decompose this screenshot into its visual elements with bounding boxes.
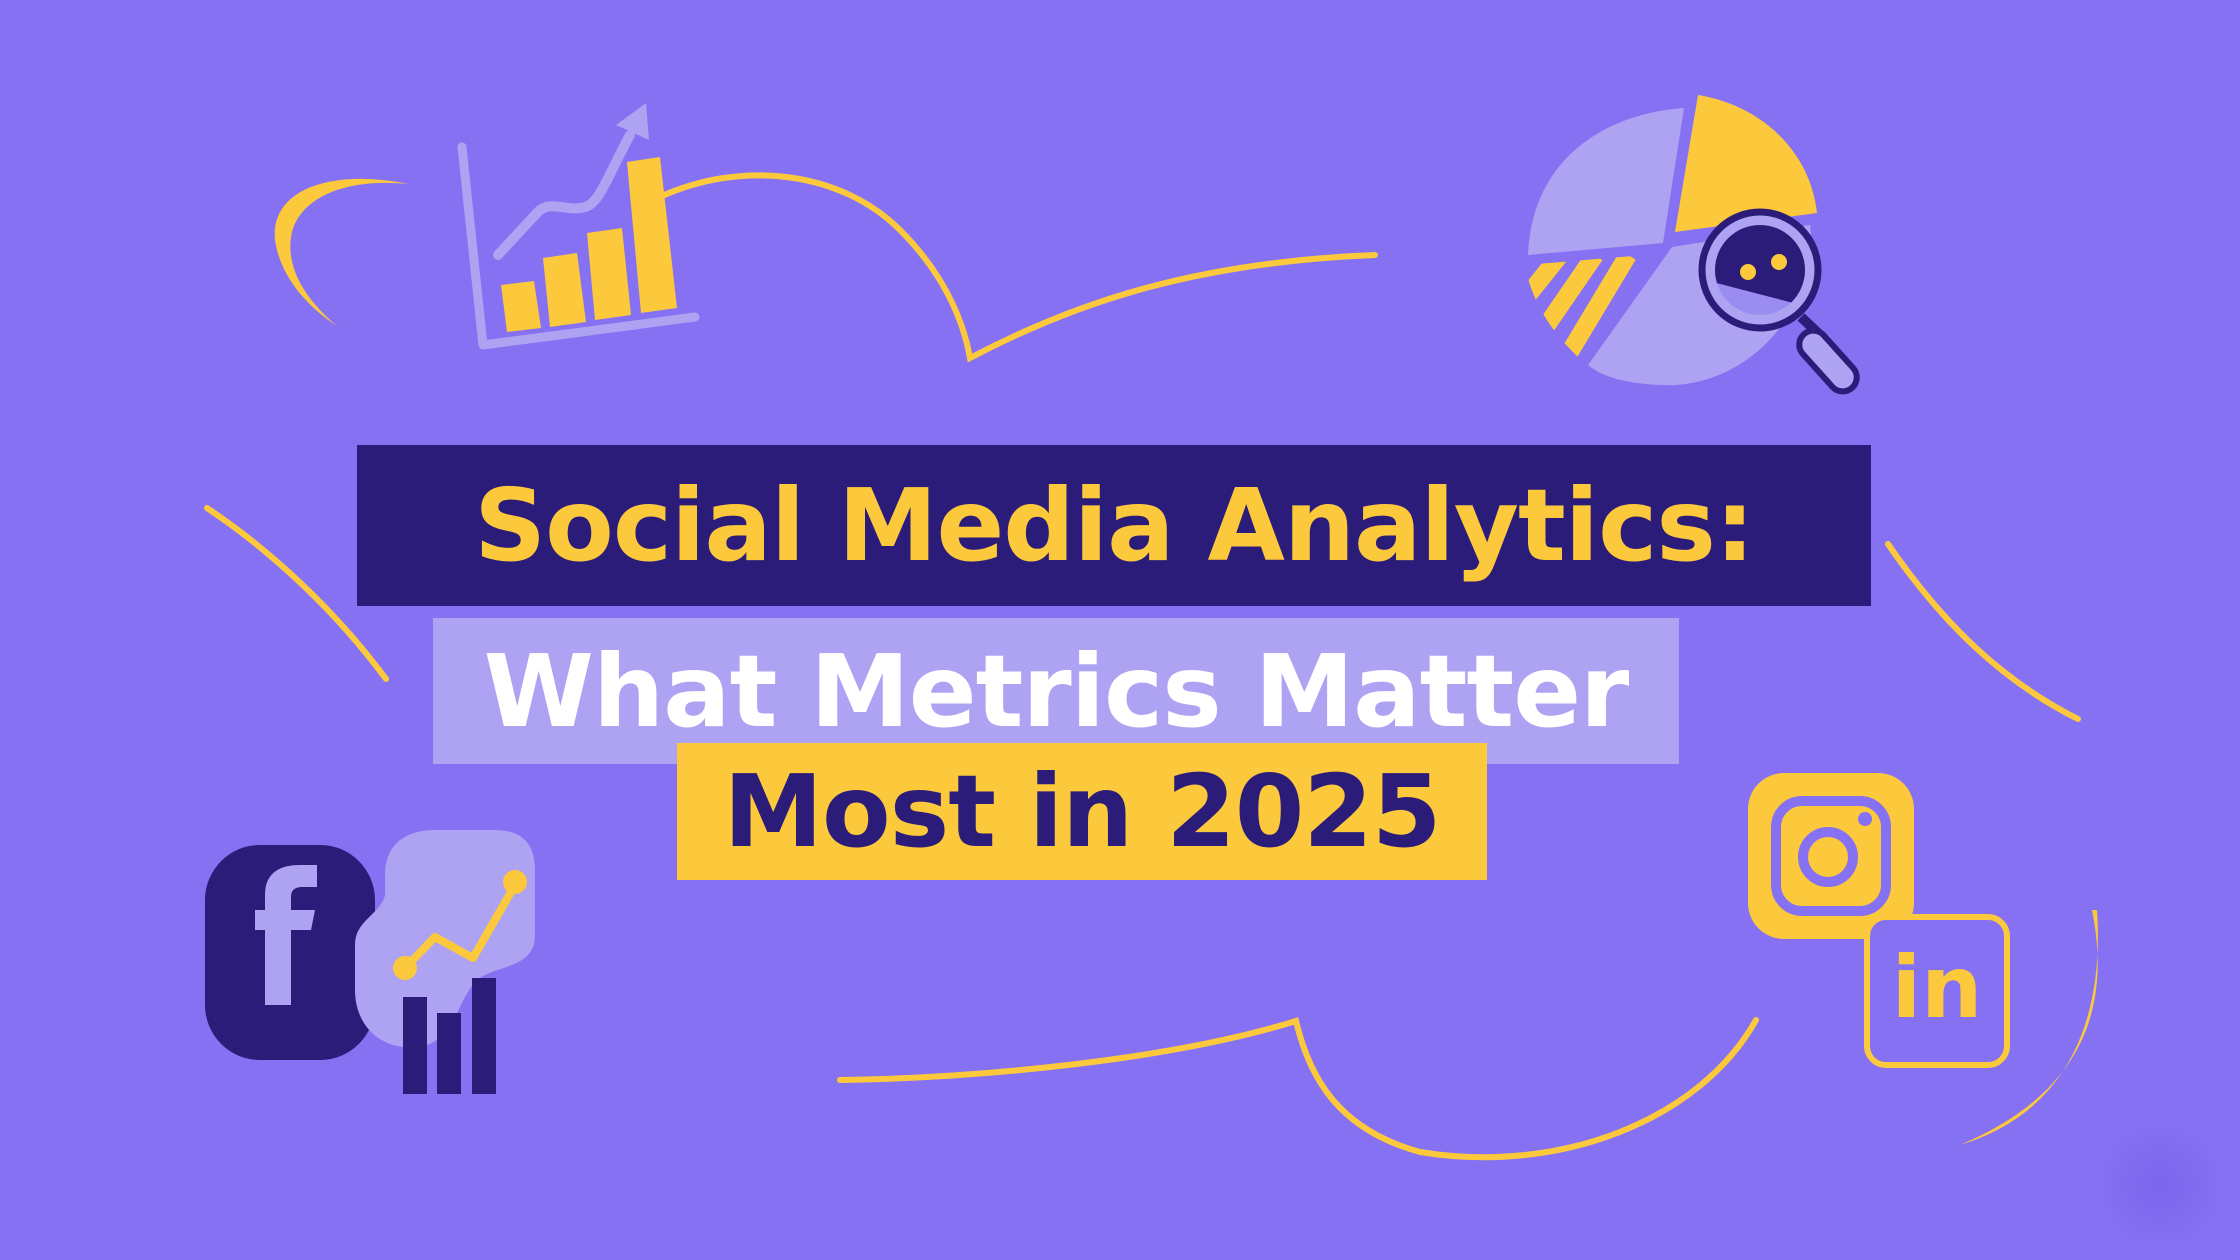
title-line-1: Social Media Analytics: bbox=[357, 445, 1871, 606]
instagram-icon bbox=[1748, 773, 1914, 939]
linkedin-icon: in bbox=[1864, 914, 2010, 1068]
linkedin-label: in bbox=[1891, 938, 1983, 1038]
pie-chart-magnifier-icon bbox=[1525, 95, 1860, 395]
squiggle-top bbox=[657, 172, 1378, 363]
facebook-analytics-icon bbox=[205, 830, 535, 1094]
title-line-1-text: Social Media Analytics: bbox=[474, 467, 1755, 584]
glow-spot bbox=[2090, 1120, 2230, 1250]
title-line-2-text: What Metrics Matter bbox=[483, 632, 1630, 750]
bar-chart-trend-icon bbox=[457, 103, 700, 350]
squiggle-bottom bbox=[837, 1017, 1759, 1161]
title-line-3-text: Most in 2025 bbox=[723, 753, 1442, 870]
line-right bbox=[1885, 541, 2081, 722]
title-line-3: Most in 2025 bbox=[677, 743, 1487, 880]
title-line-2: What Metrics Matter bbox=[433, 618, 1679, 764]
crescent-top-left bbox=[274, 178, 408, 326]
